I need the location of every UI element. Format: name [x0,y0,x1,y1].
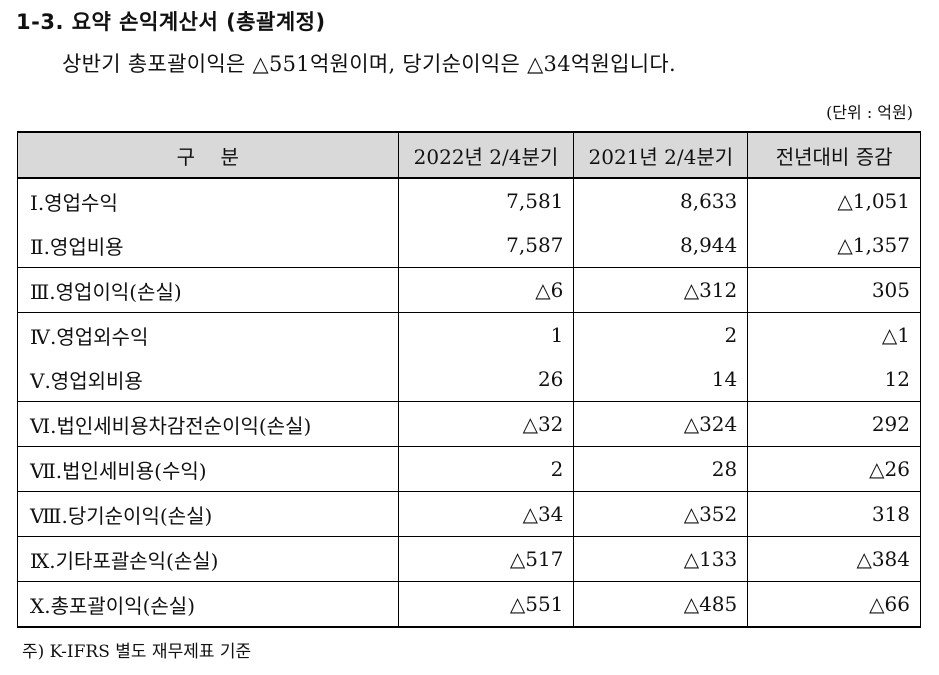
value-2021: △324 [573,401,749,447]
row-label: Ⅵ.법인세비용차감전순이익(손실) [17,401,399,447]
value-diff: △1,051 [747,178,921,223]
value-diff: △1,357 [747,223,921,268]
value-diff: △66 [747,581,921,628]
row-label: Ⅱ.영업비용 [17,223,399,268]
value-2021: 28 [573,446,749,492]
value-diff: 12 [747,357,921,402]
value-2021: 8,944 [573,223,749,268]
header-2021-q2: 2021년 2/4분기 [573,131,749,179]
value-2021: 8,633 [573,178,749,223]
value-2022: △32 [397,401,575,447]
table-row: Ⅲ.영업이익(손실) △6 △312 305 [17,267,921,313]
value-2022: △6 [397,267,575,313]
value-2022: 7,587 [397,223,575,268]
table-row: Ⅷ.당기순이익(손실) △34 △352 318 [17,491,921,537]
value-diff: 305 [747,267,921,313]
footnote: 주) K-IFRS 별도 재무제표 기준 [22,642,252,662]
value-2021: △352 [573,491,749,537]
row-label: Ⅲ.영업이익(손실) [17,267,399,313]
value-2022: 2 [397,446,575,492]
value-2022: 7,581 [397,178,575,223]
table-row: Ⅴ.영업외비용 26 14 12 [17,357,921,402]
row-label: Ⅷ.당기순이익(손실) [17,491,399,537]
row-label: Ⅶ.법인세비용(수익) [17,446,399,492]
row-label: Ⅰ.영업수익 [17,178,399,223]
row-label: Ⅹ.총포괄이익(손실) [17,581,399,628]
table-header-row: 구 분 2022년 2/4분기 2021년 2/4분기 전년대비 증감 [17,131,921,179]
unit-label: (단위 : 억원) [826,103,913,122]
section-title: 1-3. 요약 손익계산서 (총괄계정) [16,10,326,34]
summary-text: 상반기 총포괄이익은 △551억원이며, 당기순이익은 △34억원입니다. [62,52,676,76]
value-2022: △34 [397,491,575,537]
value-2022: △551 [397,581,575,628]
header-category: 구 분 [17,131,399,179]
value-diff: △1 [747,312,921,357]
table-row: Ⅸ.기타포괄손익(손실) △517 △133 △384 [17,536,921,582]
value-2021: △312 [573,267,749,313]
income-statement-table: 구 분 2022년 2/4분기 2021년 2/4분기 전년대비 증감 Ⅰ.영업… [17,131,921,628]
value-2021: 2 [573,312,749,357]
value-2021: 14 [573,357,749,402]
table-row: Ⅰ.영업수익 7,581 8,633 △1,051 [17,178,921,223]
value-2022: 1 [397,312,575,357]
row-label: Ⅴ.영업외비용 [17,357,399,402]
value-diff: △384 [747,536,921,582]
row-label: Ⅳ.영업외수익 [17,312,399,357]
value-diff: 292 [747,401,921,447]
table-row: Ⅵ.법인세비용차감전순이익(손실) △32 △324 292 [17,401,921,447]
value-2022: 26 [397,357,575,402]
value-2021: △133 [573,536,749,582]
table-row: Ⅳ.영업외수익 1 2 △1 [17,312,921,357]
value-diff: 318 [747,491,921,537]
header-yoy-change: 전년대비 증감 [747,131,921,179]
row-label: Ⅸ.기타포괄손익(손실) [17,536,399,582]
header-2022-q2: 2022년 2/4분기 [397,131,575,179]
value-2021: △485 [573,581,749,628]
table-row: Ⅹ.총포괄이익(손실) △551 △485 △66 [17,581,921,628]
table-row: Ⅱ.영업비용 7,587 8,944 △1,357 [17,223,921,268]
value-2022: △517 [397,536,575,582]
table-row: Ⅶ.법인세비용(수익) 2 28 △26 [17,446,921,492]
value-diff: △26 [747,446,921,492]
